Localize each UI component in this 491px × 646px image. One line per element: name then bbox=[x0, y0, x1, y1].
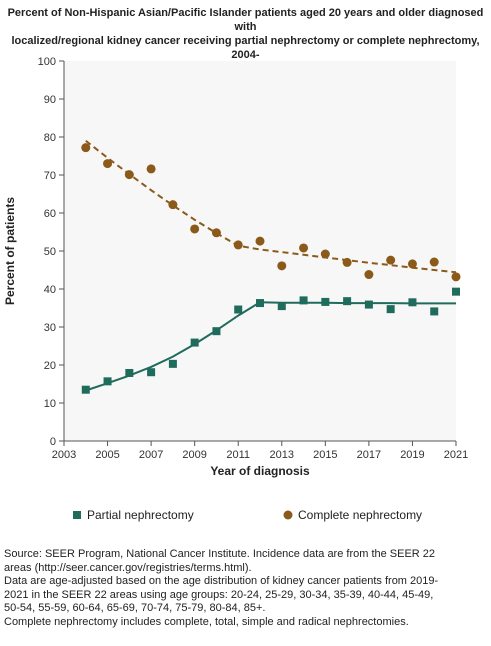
y-tick-label: 20 bbox=[44, 360, 56, 372]
partial-nephrectomy-point bbox=[234, 305, 243, 314]
x-tick-label: 2009 bbox=[182, 449, 206, 461]
complete-nephrectomy-point bbox=[407, 259, 417, 269]
partial-nephrectomy-point bbox=[364, 300, 373, 309]
complete-nephrectomy-point bbox=[299, 243, 309, 253]
x-tick-label: 2003 bbox=[52, 449, 76, 461]
complete-nephrectomy-point bbox=[81, 143, 91, 153]
y-tick-label: 30 bbox=[44, 322, 56, 334]
partial-nephrectomy-point bbox=[190, 338, 199, 347]
partial-nephrectomy-point bbox=[256, 299, 264, 308]
x-axis-label: Year of diagnosis bbox=[210, 464, 310, 478]
y-tick-label: 40 bbox=[44, 284, 56, 296]
complete-nephrectomy-point bbox=[364, 270, 374, 280]
partial-nephrectomy-point bbox=[408, 298, 417, 307]
partial-nephrectomy-point bbox=[430, 307, 439, 316]
legend-complete-nephrectomy-marker bbox=[283, 510, 293, 520]
complete-nephrectomy-point bbox=[168, 200, 178, 210]
legend-label: Complete nephrectomy bbox=[298, 508, 422, 522]
complete-nephrectomy-trend-line bbox=[85, 140, 457, 274]
legend-label: Partial nephrectomy bbox=[87, 508, 194, 522]
partial-nephrectomy-point bbox=[299, 296, 308, 305]
partial-nephrectomy-point bbox=[321, 297, 330, 306]
partial-nephrectomy-point bbox=[386, 305, 395, 314]
y-axis-label: Percent of patients bbox=[3, 197, 17, 305]
legend: Partial nephrectomy Complete nephrectomy bbox=[73, 508, 422, 522]
complete-nephrectomy-point bbox=[211, 228, 221, 238]
x-tick-label: 2021 bbox=[444, 449, 468, 461]
x-tick-label: 2007 bbox=[139, 449, 163, 461]
complete-nephrectomy-point bbox=[320, 249, 330, 259]
complete-nephrectomy-point bbox=[255, 236, 265, 246]
complete-nephrectomy-point bbox=[190, 224, 200, 234]
partial-nephrectomy-point bbox=[212, 327, 221, 336]
complete-nephrectomy-point bbox=[233, 240, 243, 250]
partial-nephrectomy-point bbox=[125, 368, 134, 377]
legend-partial-nephrectomy-marker bbox=[73, 511, 81, 519]
y-tick-label: 10 bbox=[44, 398, 56, 410]
complete-nephrectomy-point bbox=[146, 164, 156, 174]
plot-background bbox=[64, 61, 456, 441]
y-tick-label: 60 bbox=[44, 208, 56, 220]
complete-nephrectomy-point bbox=[429, 257, 439, 267]
partial-nephrectomy-point bbox=[277, 302, 286, 311]
x-tick-label: 2019 bbox=[400, 449, 424, 461]
x-tick-label: 2017 bbox=[357, 449, 381, 461]
y-tick-label: 70 bbox=[44, 170, 56, 182]
chart-title: Percent of Non-Hispanic Asian/Pacific Is… bbox=[7, 7, 484, 75]
complete-nephrectomy-point bbox=[103, 159, 113, 169]
data-points bbox=[81, 143, 461, 394]
y-tick-label: 50 bbox=[44, 246, 56, 258]
partial-nephrectomy-point bbox=[168, 359, 177, 368]
complete-nephrectomy-point bbox=[386, 255, 396, 265]
x-tick-label: 2011 bbox=[226, 449, 250, 461]
partial-nephrectomy-point bbox=[343, 297, 352, 306]
x-tick-label: 2005 bbox=[95, 449, 119, 461]
complete-nephrectomy-point bbox=[124, 170, 134, 180]
complete-nephrectomy-point bbox=[277, 261, 287, 271]
x-tick-label: 2013 bbox=[270, 449, 294, 461]
partial-nephrectomy-point bbox=[81, 385, 90, 394]
x-tick-label: 2015 bbox=[313, 449, 337, 461]
complete-nephrectomy-point bbox=[451, 272, 461, 282]
source-note: Source: SEER Program, National Cancer In… bbox=[4, 548, 439, 628]
y-tick-label: 90 bbox=[44, 94, 56, 106]
y-tick-label: 80 bbox=[44, 132, 56, 144]
complete-nephrectomy-point bbox=[342, 257, 352, 267]
axes: 0 10 20 30 40 50 60 70 80 90 100 2003 2005 2007 2009 20… bbox=[38, 56, 469, 461]
y-tick-label: 100 bbox=[38, 56, 56, 68]
partial-nephrectomy-point bbox=[452, 287, 460, 296]
y-tick-label: 0 bbox=[50, 436, 56, 448]
partial-nephrectomy-point bbox=[103, 377, 112, 386]
partial-nephrectomy-point bbox=[147, 368, 156, 377]
